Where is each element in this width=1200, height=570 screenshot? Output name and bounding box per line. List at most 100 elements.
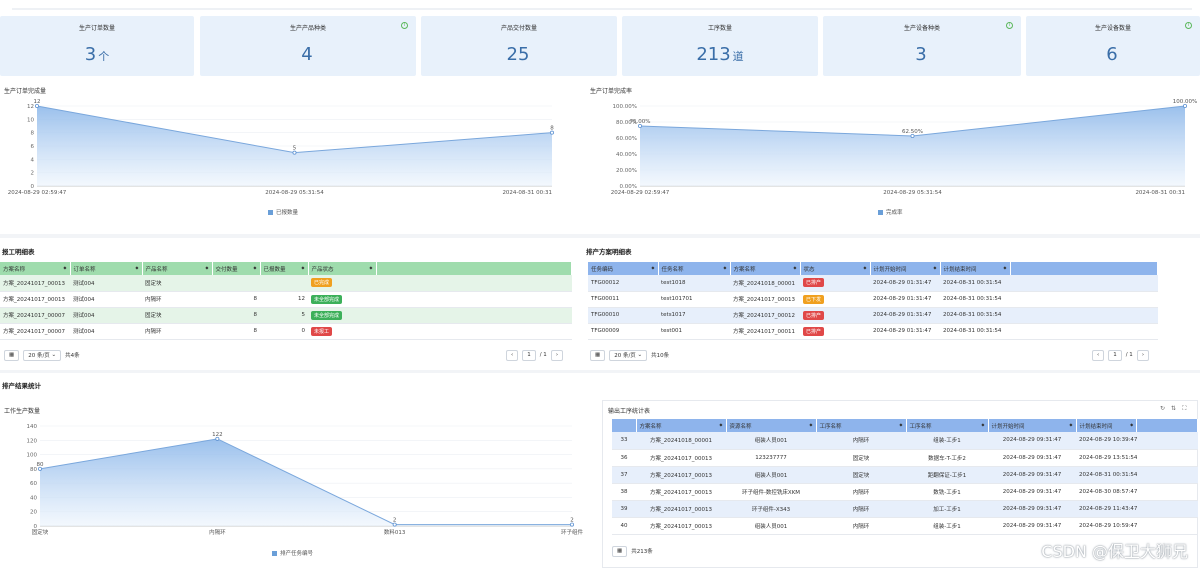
page-size-select[interactable]: 20 条/页 ⌄: [609, 349, 648, 361]
cell-task-name: test101701: [658, 291, 730, 308]
chart-rate-title: 生产订单完成率: [590, 88, 633, 95]
column-header[interactable]: 资源名称 ◆: [726, 419, 817, 432]
info-icon[interactable]: i: [1185, 22, 1192, 29]
sort-icon[interactable]: ◆: [205, 264, 209, 270]
table-row[interactable]: 方案_20241017_00007 测试004 内隔环 8 0 未报工: [0, 323, 572, 340]
sort-icon[interactable]: ◆: [723, 264, 727, 270]
sort-icon[interactable]: ◆: [793, 264, 797, 270]
kpi-unit: 个: [98, 50, 110, 63]
info-icon[interactable]: i: [401, 22, 408, 29]
page-size-select[interactable]: 20 条/页 ⌄: [23, 349, 62, 361]
y-tick-label: 0: [31, 184, 35, 190]
table-row[interactable]: 40 方案_20241017_00013 组装人员001 内隔环 组装-工步1 2024-…: [612, 517, 1198, 535]
kpi-title: 工序数量: [707, 25, 732, 32]
data-point: [38, 466, 43, 471]
page-input[interactable]: 1: [1108, 349, 1122, 361]
next-page-button[interactable]: ›: [1136, 349, 1150, 361]
prev-page-button[interactable]: ‹: [506, 349, 519, 361]
refresh-icon[interactable]: ↻: [1160, 405, 1166, 412]
column-header[interactable]: 方案名称 ◆: [0, 262, 71, 275]
table-row[interactable]: 37 方案_20241017_00013 组装人员001 固定块 距翻保证-工步1 202…: [612, 466, 1198, 484]
sort-icon[interactable]: ◆: [1003, 264, 1007, 270]
column-header[interactable]: 工序名称 ◆: [816, 419, 907, 432]
cell-status: 未全部完成: [308, 291, 376, 308]
filler-cell: [376, 291, 572, 308]
table-row[interactable]: TFG00010 tets1017 方案_20241017_00012 已排产 2024…: [588, 307, 1158, 324]
filler-cell: [376, 323, 572, 340]
column-header[interactable]: 计划结束时间 ◆: [940, 262, 1011, 275]
table-row[interactable]: 方案_20241017_00013 测试004 内隔环 8 12 未全部完成: [0, 291, 572, 308]
table-row[interactable]: 方案_20241017_00013 测试004 固定块 已完成: [0, 275, 572, 292]
column-header[interactable]: 方案名称 ◆: [636, 419, 727, 432]
grid-icon[interactable]: ▦: [612, 545, 628, 557]
cell-task-name: tets1017: [658, 307, 730, 324]
chart-process-legend: 排产任务编号: [272, 549, 313, 557]
cell-end: 2024-08-31 00:31:54: [940, 275, 1010, 292]
info-icon[interactable]: i: [1006, 22, 1013, 29]
kpi-card: 生产产品种类 4 i: [200, 16, 416, 76]
cell-product: 固定块: [142, 275, 212, 292]
sort-icon[interactable]: ◆: [253, 264, 257, 270]
table-row[interactable]: 39 方案_20241017_00013 环子组件-X343 内隔环 加工-工步1 202…: [612, 500, 1198, 518]
sort-icon[interactable]: ◆: [933, 264, 937, 270]
y-tick-label: 0.00%: [620, 184, 637, 190]
sort-icon[interactable]: ◆: [899, 421, 903, 427]
sort-icon[interactable]: ◆: [1069, 421, 1073, 427]
fullscreen-icon[interactable]: ⛶: [1182, 405, 1187, 412]
column-header[interactable]: 产品名称 ◆: [142, 262, 213, 275]
column-header[interactable]: 计划开始时间 ◆: [988, 419, 1077, 432]
grid-icon[interactable]: ▦: [4, 349, 20, 361]
cell-order: 测试004: [70, 291, 142, 308]
table-cell: 内隔环: [816, 432, 906, 450]
sort-icon[interactable]: ◆: [301, 264, 305, 270]
column-header[interactable]: 产品状态 ◆: [308, 262, 377, 275]
page-input[interactable]: 1: [522, 349, 536, 361]
kpi-value: 3: [823, 44, 1021, 65]
filler-cell: [1136, 449, 1198, 467]
legend-label: 已报数量: [276, 210, 299, 216]
table-row[interactable]: 36 方案_20241017_00013 123237777 固定块 数据车-T-工步2…: [612, 449, 1198, 467]
column-header[interactable]: 工序名称 ◆: [906, 419, 989, 432]
sort-icon[interactable]: ◆: [719, 421, 723, 427]
table-row[interactable]: TFG00011 test101701 方案_20241017_00013 已下发 20…: [588, 291, 1158, 308]
sort-icon[interactable]: ◆: [135, 264, 139, 270]
sort-icon[interactable]: ◆: [863, 264, 867, 270]
table-row[interactable]: 方案_20241017_00007 测试004 固定块 8 5 未全部完成: [0, 307, 572, 324]
sort-icon[interactable]: ◆: [981, 421, 985, 427]
sort-icon[interactable]: ◆: [1130, 421, 1134, 427]
prev-page-button[interactable]: ‹: [1092, 349, 1105, 361]
sort-icon[interactable]: ◆: [63, 264, 67, 270]
column-header[interactable]: 计划开始时间 ◆: [870, 262, 941, 275]
series-area: [40, 438, 572, 526]
column-header-label: 计划结束时间: [943, 266, 977, 273]
filler-cell: [1010, 291, 1158, 308]
table-row[interactable]: 33 方案_20241018_00001 组装人员001 内隔环 组装-工步1 2024-…: [612, 432, 1198, 450]
column-header-label: 任务编码: [591, 266, 614, 273]
data-label: 5: [293, 146, 297, 152]
column-header[interactable]: 计划结束时间 ◆: [1076, 419, 1138, 432]
column-header[interactable]: 任务编码 ◆: [588, 262, 659, 275]
column-header[interactable]: 状态 ◆: [800, 262, 871, 275]
column-height-icon[interactable]: ⇅: [1171, 405, 1177, 412]
table-row[interactable]: 38 方案_20241017_00013 环子组件-数控铣床XKM 内隔环 数铣-工步1…: [612, 483, 1198, 501]
column-header[interactable]: 任务名称 ◆: [658, 262, 731, 275]
next-page-button[interactable]: ›: [550, 349, 564, 361]
column-header[interactable]: 已报数量 ◆: [260, 262, 309, 275]
chart-process-title: 工作生产数量: [4, 408, 41, 415]
column-header[interactable]: [612, 419, 637, 432]
filler-cell: [376, 307, 572, 324]
table-cell: 方案_20241017_00013: [636, 483, 726, 501]
x-tick-label: 2024-08-29 02:59:47: [611, 190, 670, 196]
table-row[interactable]: TFG00009 test001 方案_20241017_00011 已排产 2024-…: [588, 323, 1158, 340]
column-header[interactable]: 交付数量 ◆: [212, 262, 261, 275]
column-header[interactable]: 方案名称 ◆: [730, 262, 801, 275]
sort-icon[interactable]: ◆: [651, 264, 655, 270]
column-header-label: 产品状态: [311, 266, 334, 273]
sort-icon[interactable]: ◆: [369, 264, 373, 270]
sort-icon[interactable]: ◆: [809, 421, 813, 427]
grid-icon[interactable]: ▦: [590, 349, 606, 361]
cell-status: 未全部完成: [308, 307, 376, 324]
column-header[interactable]: 订单名称 ◆: [70, 262, 143, 275]
table-row[interactable]: TFG00012 test1018 方案_20241018_00001 已排产 2024…: [588, 275, 1158, 292]
